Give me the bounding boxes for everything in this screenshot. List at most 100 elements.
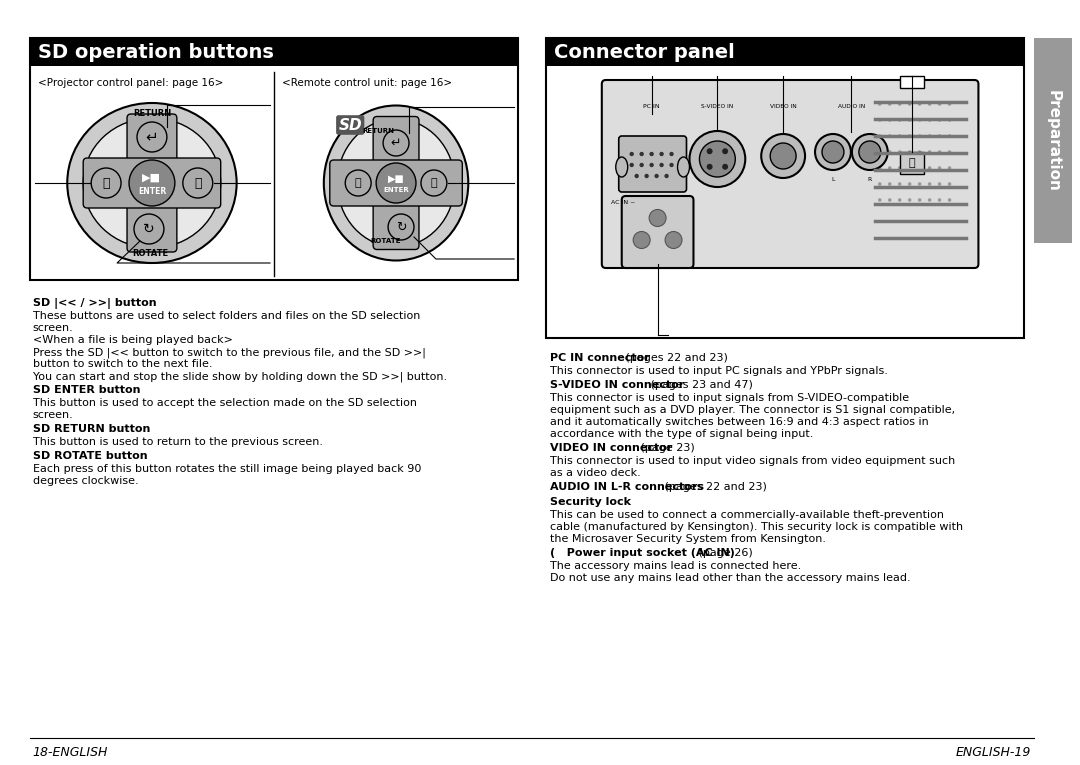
Text: 🔒: 🔒 <box>908 158 915 168</box>
Circle shape <box>948 166 951 170</box>
Circle shape <box>897 150 902 154</box>
Circle shape <box>918 182 921 186</box>
Text: ENTER: ENTER <box>383 187 409 193</box>
FancyBboxPatch shape <box>900 152 923 174</box>
Text: This button is used to accept the selection made on the SD selection: This button is used to accept the select… <box>32 398 417 408</box>
Text: ↻: ↻ <box>144 222 154 236</box>
Circle shape <box>937 134 942 138</box>
Text: ⏮: ⏮ <box>355 178 362 188</box>
Circle shape <box>888 103 892 106</box>
Text: RETURN: RETURN <box>362 128 394 134</box>
Text: SD: SD <box>338 118 362 132</box>
Circle shape <box>918 198 921 202</box>
Circle shape <box>665 232 681 249</box>
Circle shape <box>815 134 851 170</box>
Circle shape <box>918 134 921 138</box>
Circle shape <box>639 163 644 168</box>
Circle shape <box>918 166 921 170</box>
Circle shape <box>670 151 674 156</box>
Circle shape <box>888 182 892 186</box>
FancyBboxPatch shape <box>30 38 518 280</box>
Text: L: L <box>832 177 835 181</box>
Text: Do not use any mains lead other than the accessory mains lead.: Do not use any mains lead other than the… <box>550 573 910 583</box>
Text: and it automatically switches between 16:9 and 4:3 aspect ratios in: and it automatically switches between 16… <box>550 417 929 427</box>
Circle shape <box>654 174 659 178</box>
Text: as a video deck.: as a video deck. <box>550 468 640 478</box>
Text: (page 26): (page 26) <box>694 548 753 558</box>
Text: VIDEO IN connector: VIDEO IN connector <box>550 443 673 453</box>
Text: (page 23): (page 23) <box>637 443 694 453</box>
Circle shape <box>888 198 892 202</box>
Circle shape <box>918 103 921 106</box>
Circle shape <box>937 119 942 122</box>
Circle shape <box>761 134 805 178</box>
Text: screen.: screen. <box>32 323 73 333</box>
Text: ▶■: ▶■ <box>388 174 404 184</box>
Circle shape <box>660 151 664 156</box>
Text: ENGLISH-19: ENGLISH-19 <box>956 746 1031 759</box>
Circle shape <box>723 164 728 170</box>
FancyBboxPatch shape <box>127 114 177 252</box>
Text: <Remote control unit: page 16>: <Remote control unit: page 16> <box>282 78 453 88</box>
Text: Press the SD |<< button to switch to the previous file, and the SD >>|: Press the SD |<< button to switch to the… <box>32 347 426 357</box>
Circle shape <box>649 163 653 168</box>
Text: 18-ENGLISH: 18-ENGLISH <box>32 746 108 759</box>
Circle shape <box>948 103 951 106</box>
Circle shape <box>383 130 409 156</box>
Circle shape <box>928 150 931 154</box>
Circle shape <box>928 103 931 106</box>
Circle shape <box>928 119 931 122</box>
Text: ↻: ↻ <box>395 220 406 233</box>
FancyBboxPatch shape <box>546 38 1024 66</box>
Text: SD operation buttons: SD operation buttons <box>38 43 273 61</box>
Ellipse shape <box>337 119 455 247</box>
Text: RETURN: RETURN <box>133 109 171 118</box>
Ellipse shape <box>677 157 689 177</box>
Text: S-VIDEO IN connector: S-VIDEO IN connector <box>550 380 685 390</box>
Circle shape <box>908 134 912 138</box>
FancyBboxPatch shape <box>619 136 687 192</box>
Circle shape <box>897 182 902 186</box>
FancyBboxPatch shape <box>1035 38 1072 243</box>
Text: AUDIO IN L-R connectors: AUDIO IN L-R connectors <box>550 482 704 492</box>
Text: the Microsaver Security System from Kensington.: the Microsaver Security System from Kens… <box>550 534 826 544</box>
Circle shape <box>183 168 213 198</box>
Text: ↵: ↵ <box>391 136 402 149</box>
Circle shape <box>937 198 942 202</box>
Circle shape <box>689 131 745 187</box>
Circle shape <box>897 134 902 138</box>
FancyBboxPatch shape <box>30 38 518 66</box>
Text: Connector panel: Connector panel <box>554 43 734 61</box>
Circle shape <box>908 103 912 106</box>
Circle shape <box>918 119 921 122</box>
Text: (   Power input socket (AC IN): ( Power input socket (AC IN) <box>550 548 734 558</box>
Circle shape <box>928 166 931 170</box>
Text: VIDEO IN: VIDEO IN <box>770 103 797 109</box>
Circle shape <box>633 232 650 249</box>
Circle shape <box>129 160 175 206</box>
Text: ⏮: ⏮ <box>103 177 110 190</box>
Circle shape <box>878 150 881 154</box>
Text: ROTATE: ROTATE <box>370 238 402 244</box>
Text: Each press of this button rotates the still image being played back 90: Each press of this button rotates the st… <box>32 464 421 474</box>
Text: (pages 22 and 23): (pages 22 and 23) <box>622 353 728 363</box>
Circle shape <box>937 182 942 186</box>
Circle shape <box>888 166 892 170</box>
Text: You can start and stop the slide show by holding down the SD >>| button.: You can start and stop the slide show by… <box>32 371 447 382</box>
Circle shape <box>948 134 951 138</box>
Circle shape <box>928 134 931 138</box>
Circle shape <box>908 182 912 186</box>
Text: screen.: screen. <box>32 410 73 420</box>
Ellipse shape <box>324 106 469 261</box>
Circle shape <box>376 163 416 203</box>
FancyBboxPatch shape <box>602 80 978 268</box>
Circle shape <box>897 166 902 170</box>
Ellipse shape <box>616 157 627 177</box>
Circle shape <box>770 143 796 169</box>
Circle shape <box>878 134 881 138</box>
Text: This connector is used to input PC signals and YPbPr signals.: This connector is used to input PC signa… <box>550 366 888 376</box>
Text: ▶■: ▶■ <box>143 173 161 183</box>
Circle shape <box>346 170 372 196</box>
Text: (pages 22 and 23): (pages 22 and 23) <box>661 482 767 492</box>
Circle shape <box>948 150 951 154</box>
